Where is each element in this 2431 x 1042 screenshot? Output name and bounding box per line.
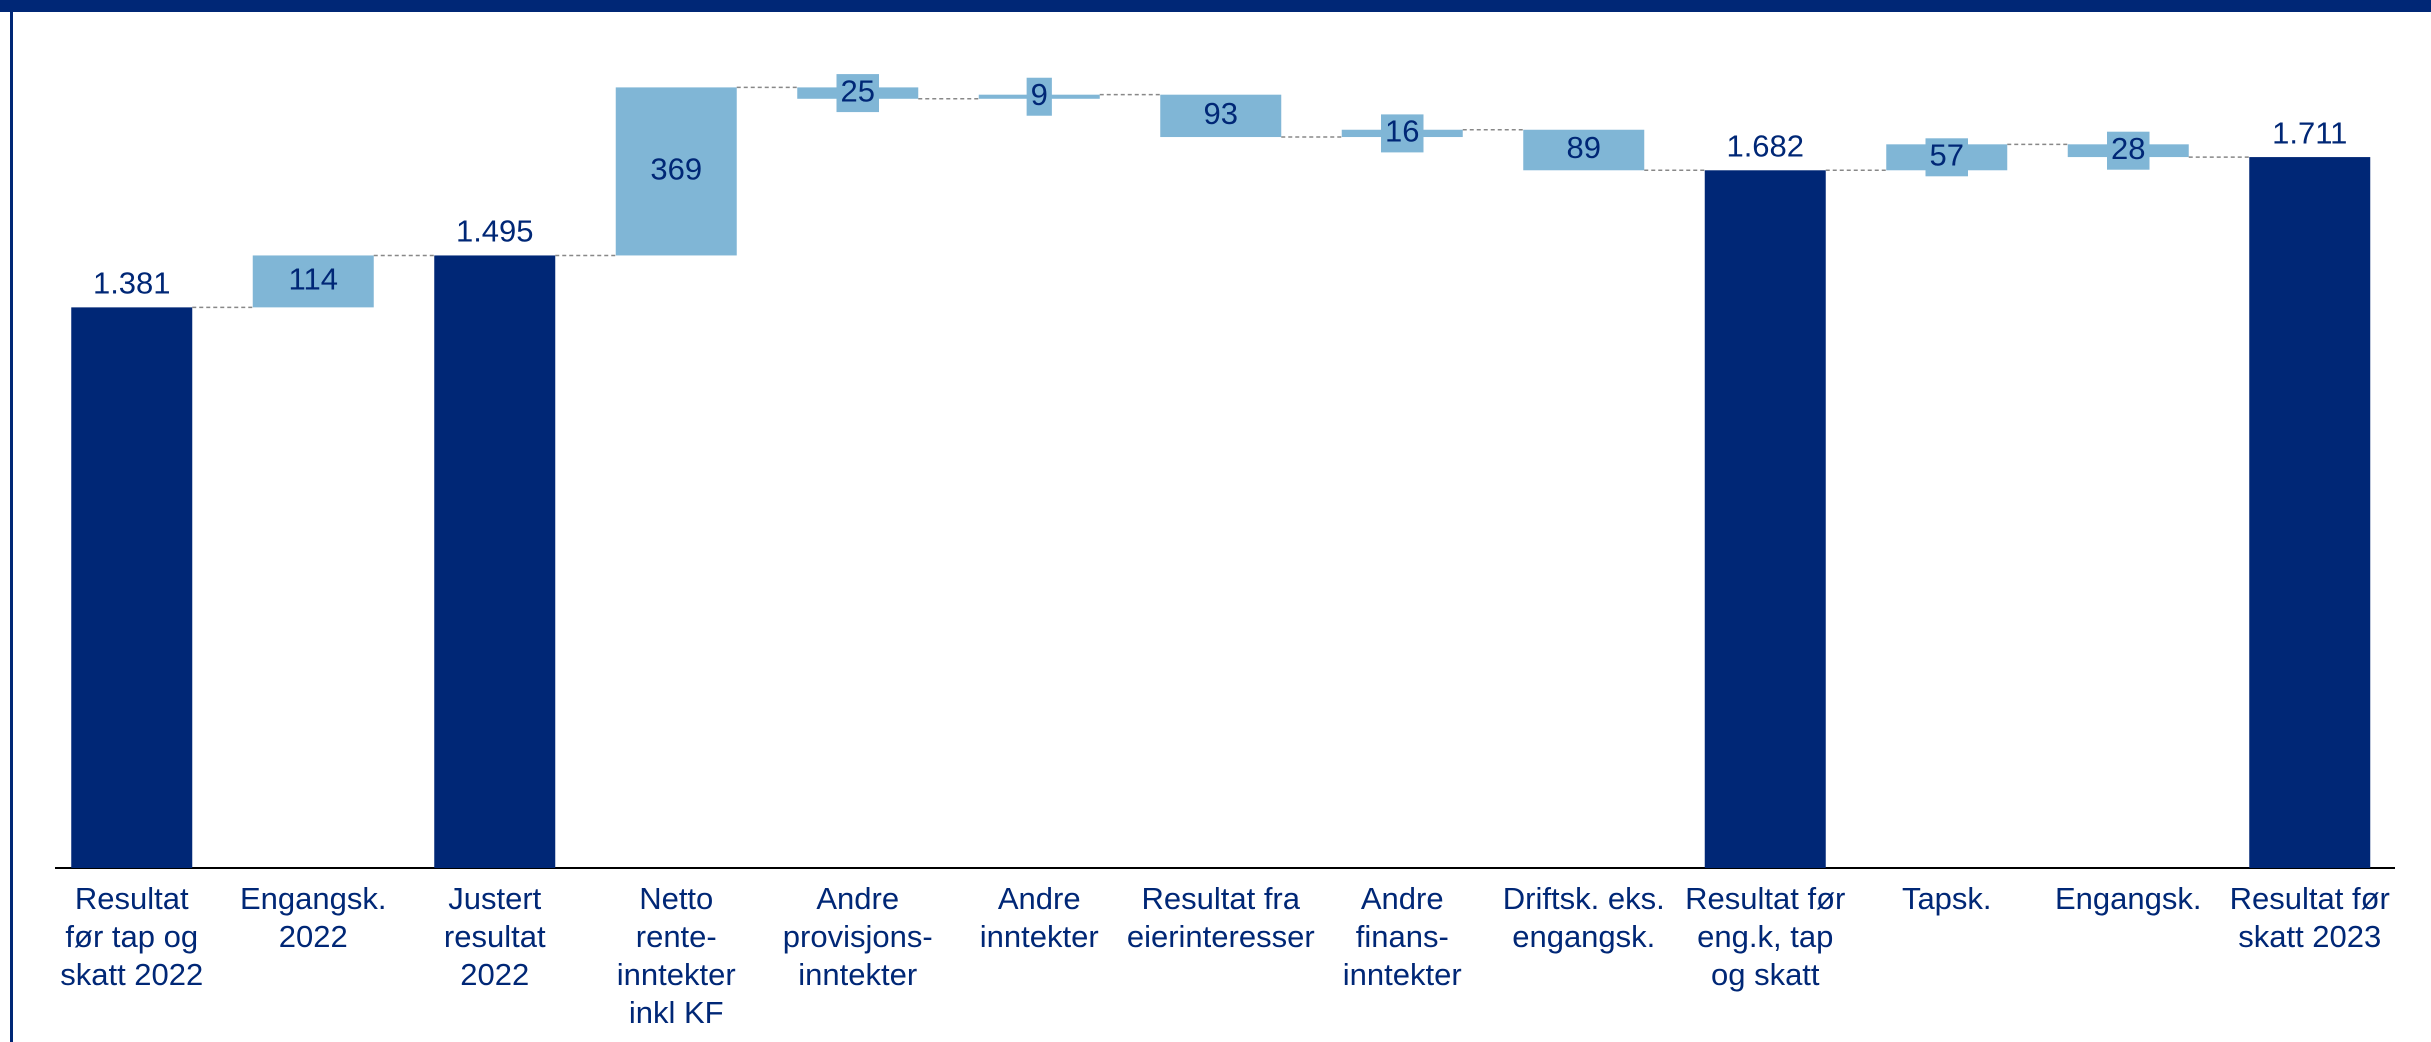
data-label: 369 xyxy=(650,152,702,187)
data-label-bg xyxy=(1925,138,1968,177)
data-label: 16 xyxy=(1385,114,1419,149)
data-label-bg xyxy=(1199,96,1242,135)
data-label: 1.682 xyxy=(1726,128,1804,163)
data-label-bg xyxy=(1026,77,1052,116)
x-tick-label: Engangsk. xyxy=(2055,881,2202,916)
bar xyxy=(2249,157,2371,869)
data-label: 57 xyxy=(1930,137,1964,172)
data-label: 89 xyxy=(1567,130,1601,165)
data-label: 93 xyxy=(1204,96,1238,131)
bar xyxy=(71,307,193,868)
data-label: 25 xyxy=(841,73,875,108)
header-bar xyxy=(0,0,2431,12)
x-tick-label: Tapsk. xyxy=(1901,881,1992,916)
data-label-bg xyxy=(2107,131,2150,170)
data-label: 114 xyxy=(289,262,338,297)
data-label-bg xyxy=(1381,114,1424,153)
data-label: 9 xyxy=(1031,77,1048,112)
data-label: 1.381 xyxy=(93,266,171,301)
data-label-bg xyxy=(836,74,879,113)
data-label-bg xyxy=(1562,131,1605,170)
x-tick-label: Andre finans- inntekter xyxy=(1342,881,1462,992)
x-tick-label: Resultat før tap og skatt 2022 xyxy=(60,881,204,992)
x-tick-label: Netto rente- inntekter inkl KF xyxy=(616,881,736,1030)
bar xyxy=(1704,170,1826,868)
x-tick-label: Resultat før eng.k, tap og skatt xyxy=(1685,881,1846,992)
data-label-bg xyxy=(646,152,707,191)
data-label: 1.711 xyxy=(2272,115,2347,150)
left-border xyxy=(10,0,13,1042)
x-tick-label: Andre provisjons- inntekter xyxy=(782,881,933,992)
x-tick-label: Resultat fra eierinteresser xyxy=(1126,881,1315,954)
x-tick-label: Resultat før skatt 2023 xyxy=(2229,881,2390,954)
x-tick-label: Andre inntekter xyxy=(979,881,1099,954)
x-tick-label: Engangsk. 2022 xyxy=(240,881,387,954)
data-label-bg xyxy=(284,262,342,301)
x-tick-label: Justert resultat 2022 xyxy=(443,881,546,992)
x-tick-label: Driftsk. eks. engangsk. xyxy=(1502,881,1665,954)
data-label: 1.495 xyxy=(456,214,534,249)
data-label: 28 xyxy=(2111,131,2145,166)
bar xyxy=(434,255,556,868)
